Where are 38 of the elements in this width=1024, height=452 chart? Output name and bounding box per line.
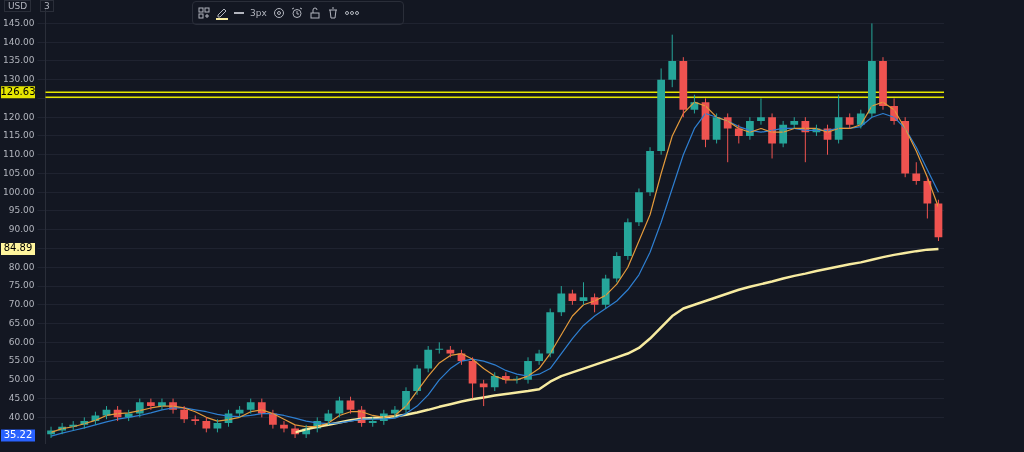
text: 84.89: [3, 242, 33, 254]
candlestick: [368, 416, 377, 428]
ref-line-label: 126.63: [0, 85, 36, 97]
text: USD: [4, 0, 32, 12]
y-tick-label: 90.00: [8, 224, 35, 235]
text: 35.22: [3, 429, 33, 441]
y-tick-label: 115.00: [2, 130, 35, 141]
y-tick-label: 45.00: [8, 392, 35, 403]
y-tick-label: 105.00: [2, 167, 35, 178]
y-tick-label: 110.00: [2, 149, 35, 160]
y-tick-label: 60.00: [8, 336, 35, 347]
annotation: 3: [40, 0, 54, 12]
y-tick-label: 75.00: [8, 280, 35, 291]
candlestick: [246, 398, 255, 415]
candlestick: [790, 116, 799, 129]
y-tick-label: 100.00: [2, 186, 35, 197]
y-tick-label: 120.00: [2, 111, 35, 122]
y-tick-label: 70.00: [8, 299, 35, 310]
candlestick: [202, 416, 211, 433]
y-tick-label: 130.00: [2, 74, 35, 85]
y-tick-label: 55.00: [8, 355, 35, 366]
y-tick-label: 50.00: [8, 374, 35, 385]
y-tick-label: 95.00: [8, 205, 35, 216]
candlestick: [424, 345, 433, 373]
candlestick: [845, 112, 854, 129]
candlestick: [446, 345, 455, 358]
candlestick: [668, 34, 677, 88]
candlestick: [912, 161, 921, 186]
candlestick: [191, 414, 200, 426]
annotation: 3px: [250, 8, 267, 18]
y-tick-label: 145.00: [2, 17, 35, 28]
y-tick-label: 65.00: [8, 317, 35, 328]
y-tick-label: 140.00: [2, 36, 35, 47]
y-tick-label: 80.00: [8, 261, 35, 272]
y-tick-label: 40.00: [8, 411, 35, 422]
candlestick: [679, 56, 688, 118]
y-tick-label: 135.00: [2, 55, 35, 66]
candlestick: [612, 251, 621, 283]
